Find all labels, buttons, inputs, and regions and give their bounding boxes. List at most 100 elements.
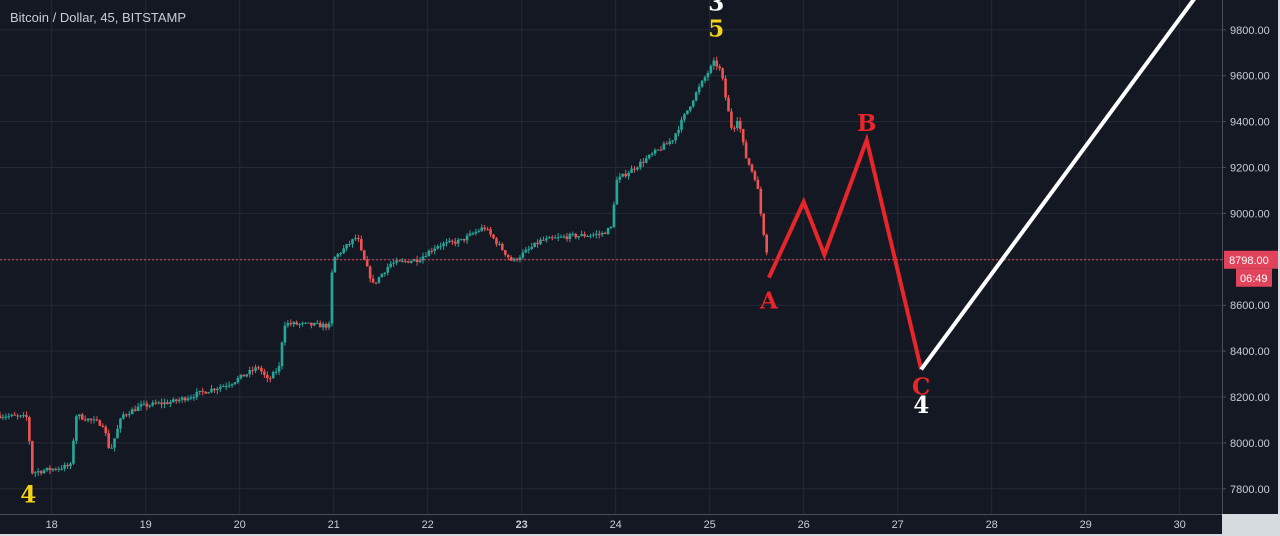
x-tick-label: 18 bbox=[46, 519, 58, 531]
candle-up bbox=[69, 463, 72, 467]
candle-up bbox=[304, 322, 307, 324]
candle-up bbox=[377, 277, 381, 283]
candle-down bbox=[365, 259, 369, 267]
candle-down bbox=[727, 97, 730, 112]
candle-up bbox=[595, 233, 598, 235]
candle-down bbox=[407, 261, 410, 263]
candle-up bbox=[671, 140, 674, 142]
candle-down bbox=[251, 370, 254, 372]
candle-up bbox=[1, 417, 5, 419]
candle-up bbox=[609, 226, 613, 229]
candle-down bbox=[765, 234, 768, 253]
candle-up bbox=[110, 447, 113, 449]
candle-up bbox=[668, 141, 672, 144]
candle-down bbox=[101, 425, 105, 427]
candle-down bbox=[536, 242, 539, 245]
candle-up bbox=[192, 397, 196, 399]
candle-up bbox=[662, 143, 666, 150]
x-tick-label: 21 bbox=[328, 519, 340, 531]
candle-up bbox=[401, 260, 404, 262]
candle-up bbox=[592, 234, 595, 236]
candle-up bbox=[195, 392, 199, 398]
candle-up bbox=[127, 414, 131, 416]
candle-down bbox=[213, 388, 216, 391]
candle-up bbox=[327, 323, 331, 328]
candle-up bbox=[216, 388, 219, 391]
candle-down bbox=[503, 250, 507, 255]
candle-up bbox=[589, 235, 592, 237]
candle-up bbox=[533, 242, 536, 247]
countdown-value: 06:49 bbox=[1240, 273, 1268, 285]
candle-up bbox=[380, 274, 384, 278]
candle-up bbox=[333, 256, 337, 273]
candle-up bbox=[712, 60, 716, 66]
candle-down bbox=[665, 143, 669, 145]
x-tick-label: 20 bbox=[234, 519, 246, 531]
candle-up bbox=[189, 397, 193, 399]
candle-down bbox=[741, 128, 745, 143]
candle-up bbox=[674, 133, 677, 141]
candle-up bbox=[477, 230, 481, 232]
candle-up bbox=[92, 419, 96, 421]
candle-up bbox=[580, 234, 583, 236]
candle-up bbox=[321, 323, 325, 328]
candle-up bbox=[315, 322, 319, 324]
candle-up bbox=[19, 415, 22, 417]
candle-up bbox=[342, 248, 345, 254]
candle-up bbox=[119, 418, 122, 429]
candle-down bbox=[574, 233, 578, 238]
wave-label: A bbox=[759, 288, 779, 315]
candle-down bbox=[360, 239, 363, 251]
candle-down bbox=[201, 390, 204, 392]
candle-up bbox=[177, 399, 181, 402]
candle-down bbox=[28, 417, 31, 442]
candle-up bbox=[75, 416, 78, 441]
candle-up bbox=[351, 239, 354, 244]
x-tick-label: 22 bbox=[422, 519, 434, 531]
candle-down bbox=[13, 414, 16, 416]
candle-up bbox=[553, 237, 557, 239]
candle-up bbox=[600, 232, 604, 235]
candle-down bbox=[486, 229, 489, 231]
candle-down bbox=[756, 179, 760, 189]
candle-down bbox=[659, 149, 663, 151]
candle-up bbox=[274, 371, 278, 373]
candle-down bbox=[715, 60, 719, 67]
candle-down bbox=[542, 239, 545, 241]
candle-up bbox=[436, 246, 439, 249]
candle-down bbox=[89, 418, 93, 420]
x-tick-label: 25 bbox=[704, 519, 716, 531]
y-tick-label: 9000.00 bbox=[1230, 208, 1270, 220]
candle-up bbox=[51, 468, 55, 471]
candle-up bbox=[113, 438, 116, 448]
candle-up bbox=[545, 238, 548, 241]
candle-down bbox=[25, 415, 28, 418]
candle-up bbox=[233, 382, 237, 385]
candle-up bbox=[471, 233, 475, 235]
candle-up bbox=[139, 404, 143, 407]
candle-down bbox=[733, 127, 736, 129]
candle-up bbox=[169, 402, 172, 404]
candle-down bbox=[98, 420, 102, 426]
candle-down bbox=[721, 68, 724, 79]
projection-up-line bbox=[919, 0, 1196, 371]
candle-down bbox=[583, 234, 586, 237]
wave-label: 3 bbox=[708, 0, 724, 16]
candle-up bbox=[283, 325, 287, 343]
candle-down bbox=[398, 260, 401, 262]
candle-down bbox=[368, 266, 372, 279]
candle-down bbox=[133, 409, 137, 411]
candle-up bbox=[236, 378, 240, 383]
candle-down bbox=[506, 254, 510, 258]
candle-down bbox=[454, 241, 457, 244]
candle-up bbox=[433, 248, 437, 252]
candle-up bbox=[615, 179, 619, 205]
candle-down bbox=[415, 259, 419, 263]
candle-up bbox=[230, 384, 234, 386]
candle-down bbox=[83, 419, 87, 421]
wave-label: C bbox=[912, 374, 930, 401]
y-tick-label: 8600.00 bbox=[1230, 300, 1270, 312]
candle-up bbox=[142, 403, 146, 405]
